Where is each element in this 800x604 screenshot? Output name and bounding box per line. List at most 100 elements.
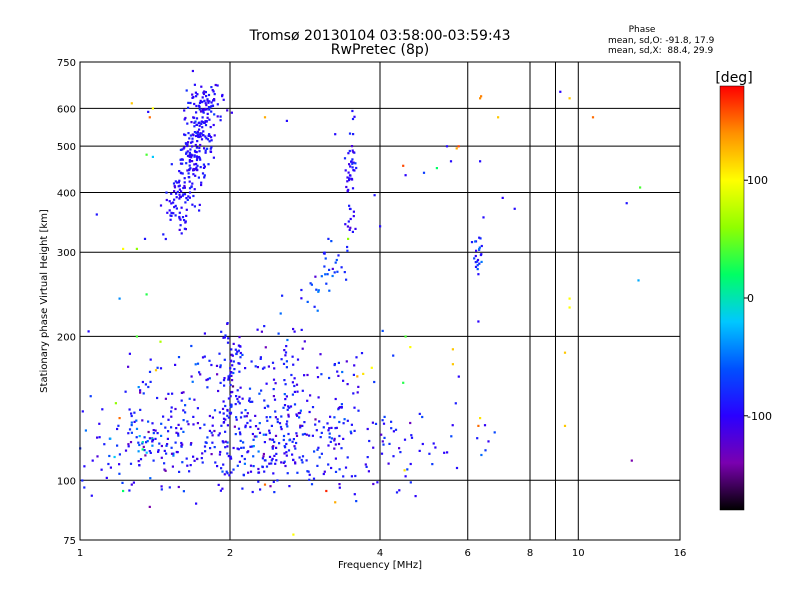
phase-point (178, 470, 181, 473)
phase-point (189, 134, 192, 137)
x-tick-label: 6 (465, 548, 471, 559)
phase-point (276, 479, 279, 482)
phase-point (223, 358, 226, 361)
phase-point (295, 432, 298, 435)
phase-point (219, 366, 222, 369)
phase-point (484, 449, 487, 452)
phase-point (206, 147, 209, 150)
phase-point (187, 172, 190, 175)
phase-point (101, 408, 104, 411)
phase-point (305, 459, 308, 462)
phase-point (351, 117, 355, 121)
phase-point (322, 472, 325, 476)
phase-point (265, 382, 268, 385)
phase-point (224, 404, 227, 408)
phase-point (237, 448, 240, 451)
phase-point (226, 341, 230, 344)
phase-point (177, 485, 180, 489)
phase-point (315, 288, 318, 291)
phase-point (478, 236, 481, 239)
phase-point (200, 122, 203, 125)
phase-point (338, 468, 341, 471)
phase-point (289, 405, 293, 408)
phase-point (207, 134, 210, 137)
phase-point (175, 196, 178, 199)
phase-point (175, 450, 178, 454)
phase-point (347, 171, 350, 174)
colorbar-tick-label: -100 (747, 410, 772, 423)
phase-point (225, 470, 228, 473)
phase-point (285, 442, 288, 446)
phase-point (291, 393, 294, 396)
phase-point (301, 461, 304, 464)
phase-point (227, 397, 230, 400)
phase-point (257, 480, 260, 483)
phase-point (174, 407, 177, 411)
phase-point (198, 209, 201, 212)
phase-point (142, 445, 145, 448)
phase-point (191, 203, 194, 206)
phase-point (141, 419, 144, 422)
phase-point (265, 433, 268, 436)
phase-point (267, 365, 270, 368)
phase-point (156, 432, 159, 435)
phase-point (213, 98, 216, 101)
phase-point (296, 414, 299, 417)
phase-point (395, 491, 399, 494)
phase-point (168, 486, 171, 489)
phase-point (421, 442, 424, 446)
phase-point (183, 118, 186, 121)
phase-point (216, 373, 219, 376)
phase-point (288, 439, 291, 442)
phase-point (177, 432, 180, 435)
phase-point (199, 135, 202, 138)
phase-point (210, 363, 213, 367)
phase-point (275, 452, 278, 455)
phase-point (317, 289, 320, 292)
phase-point (307, 470, 310, 473)
phase-point (193, 155, 196, 158)
x-tick-label: 8 (527, 548, 533, 559)
phase-point (145, 153, 148, 156)
phase-point (212, 123, 215, 127)
phase-point (221, 487, 224, 490)
phase-point (206, 99, 209, 102)
phase-point (186, 464, 189, 467)
phase-point (180, 190, 183, 193)
phase-point (272, 378, 276, 381)
phase-point (202, 92, 206, 96)
phase-point (350, 160, 353, 163)
phase-point (187, 423, 190, 426)
phase-point (295, 434, 299, 437)
phase-point (231, 354, 234, 357)
phase-point (443, 451, 446, 454)
phase-point (192, 169, 195, 172)
phase-point (248, 387, 252, 390)
phase-point (224, 440, 227, 443)
phase-point (237, 362, 240, 365)
phase-point (81, 479, 84, 482)
phase-point (191, 160, 194, 163)
phase-point (342, 379, 345, 382)
phase-point (348, 228, 351, 231)
phase-point (308, 434, 311, 437)
phase-point (220, 330, 223, 333)
phase-point (185, 89, 188, 92)
phase-point (147, 110, 150, 113)
phase-point (210, 110, 213, 113)
phase-point (235, 416, 238, 419)
phase-point (229, 367, 232, 370)
phase-point (238, 395, 241, 398)
phase-point (392, 430, 395, 433)
phase-point (380, 452, 384, 455)
phase-point (206, 436, 209, 439)
phase-point (303, 374, 306, 377)
phase-point (263, 366, 266, 369)
phase-point (434, 446, 437, 449)
phase-point (189, 101, 192, 105)
phase-point (185, 457, 188, 460)
x-tick-label: 10 (572, 548, 585, 559)
phase-point (348, 149, 351, 153)
phase-point (203, 332, 206, 335)
